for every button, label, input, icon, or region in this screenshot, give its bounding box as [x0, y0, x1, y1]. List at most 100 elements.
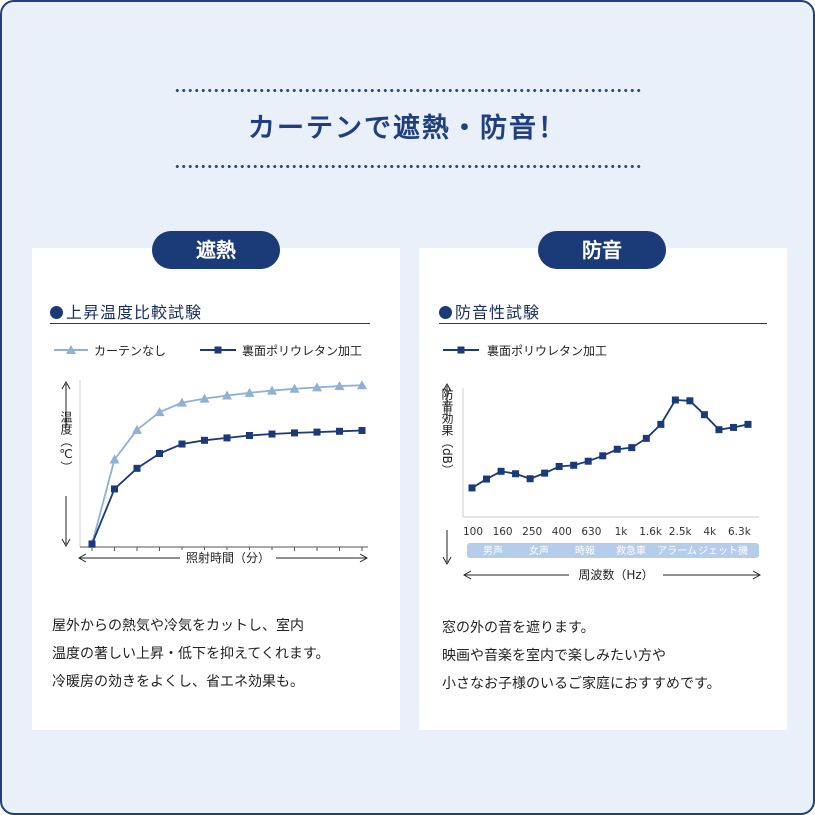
data-point: [642, 434, 650, 442]
sound-source-label: アラーム: [657, 545, 697, 557]
x-tick-label: 6.3k: [728, 526, 752, 538]
heat-section-underline: [50, 323, 370, 324]
data-point: [526, 475, 534, 483]
x-tick-label: 1k: [615, 526, 629, 538]
y-arrow-down-icon: [442, 556, 452, 566]
sound-source-label: 男声: [483, 544, 503, 557]
data-point: [671, 396, 679, 404]
sound-description-line: 小さなお子様のいるご家庭におすすめです。: [442, 676, 721, 692]
data-point: [483, 475, 491, 483]
sound-section-underline: [439, 323, 767, 324]
series-line-0: [91, 384, 363, 545]
data-point: [154, 407, 165, 417]
data-point: [628, 444, 636, 452]
data-point: [109, 454, 120, 464]
x-tick-label: 1.6k: [639, 526, 663, 538]
data-point: [584, 457, 592, 465]
heat-description: 屋外からの熱気や冷気をカットし、室内 温度の著しい上昇・低下を抑えてくれます。 …: [52, 612, 329, 696]
heat-description-line: 冷暖房の効きをよくし、省エネ効果も。: [52, 674, 304, 690]
data-point: [336, 427, 343, 435]
y-axis-label: 温度（℃）: [59, 411, 73, 473]
data-point: [88, 540, 96, 548]
sound-badge: 防音: [538, 231, 666, 269]
data-point: [599, 452, 607, 460]
x-arrow-left-icon: [462, 570, 472, 580]
x-tick-label: 250: [522, 526, 542, 538]
legend-square-icon: [457, 346, 465, 354]
heat-description-line: 屋外からの熱気や冷気をカットし、室内: [52, 618, 304, 634]
legend-label-polyurethane: 裏面ポリウレタン加工: [487, 343, 607, 358]
data-point: [744, 420, 752, 428]
x-arrow-right-icon: [359, 553, 369, 563]
data-point: [201, 436, 208, 444]
data-point: [555, 463, 563, 471]
data-point: [468, 484, 476, 492]
x-tick-label: 100: [463, 526, 483, 538]
y-arrow-up-icon: [61, 380, 71, 390]
x-tick-label: 2.5k: [669, 526, 693, 538]
x-tick-label: 4k: [703, 526, 717, 538]
heat-description-line: 温度の著しい上昇・低下を抑えてくれます。: [52, 646, 330, 662]
sound-description-line: 窓の外の音を遮ります。: [442, 620, 595, 636]
heat-panel: [32, 248, 400, 730]
data-point: [512, 470, 520, 478]
heat-section-title-text: 上昇温度比較試験: [66, 303, 203, 322]
sound-source-label: ジェット機: [698, 544, 748, 557]
bullet-dot-icon: [50, 306, 63, 319]
legend-square-icon: [214, 346, 222, 354]
sound-description: 窓の外の音を遮ります。 映画や音楽を室内で楽しみたい方や 小さなお子様のいるご家…: [442, 614, 721, 698]
data-point: [729, 423, 737, 431]
x-axis-label: 照射時間（分）: [186, 550, 270, 565]
data-point: [222, 390, 232, 400]
data-point: [289, 383, 300, 393]
y-arrow-down-icon: [61, 538, 71, 548]
x-arrow-right-icon: [752, 570, 762, 580]
data-point: [199, 393, 210, 403]
heat-section-title: 上昇温度比較試験: [50, 299, 202, 323]
sound-source-band: [467, 543, 759, 558]
data-point: [246, 431, 253, 439]
legend-label-no-curtain: カーテンなし: [94, 344, 166, 358]
x-arrow-left-icon: [77, 553, 87, 563]
y-label-bg: [58, 428, 74, 496]
data-point: [156, 450, 163, 458]
data-point: [268, 430, 276, 438]
data-point: [223, 434, 231, 442]
data-point: [133, 464, 141, 472]
sound-source-label: 時報: [575, 545, 595, 557]
title-dots-bottom: [174, 164, 642, 169]
x-tick-label: 630: [581, 526, 601, 538]
data-point: [313, 428, 321, 436]
data-point: [700, 411, 708, 419]
heat-badge: 遮熱: [152, 231, 280, 269]
data-point: [132, 424, 142, 434]
data-point: [334, 381, 345, 391]
x-label-bg: [569, 567, 663, 583]
data-point: [244, 387, 255, 397]
data-point: [267, 385, 277, 395]
y-label-bg: [439, 420, 455, 530]
data-point: [541, 469, 549, 477]
data-point: [686, 397, 694, 405]
data-point: [657, 420, 665, 428]
data-point: [570, 461, 578, 469]
x-tick-label: 400: [552, 526, 572, 538]
sound-description-line: 映画や音楽を室内で楽しみたい方や: [442, 648, 666, 664]
data-point: [178, 440, 186, 448]
data-point: [358, 426, 366, 434]
x-axis-label: 周波数（Hz）: [578, 567, 653, 582]
page-title: カーテンで遮熱・防音！: [248, 113, 567, 144]
legend-label-polyurethane: 裏面ポリウレタン加工: [242, 343, 362, 358]
series-line-1: [91, 429, 363, 545]
y-arrow-up-icon: [442, 382, 452, 392]
sound-panel: [419, 248, 787, 730]
data-point: [715, 426, 723, 434]
sound-section-title-text: 防音性試験: [455, 303, 541, 322]
data-point: [312, 382, 322, 392]
bullet-dot-icon: [439, 306, 452, 319]
y-axis-label: 防音効果（dB）: [440, 387, 454, 476]
data-point: [497, 467, 505, 475]
